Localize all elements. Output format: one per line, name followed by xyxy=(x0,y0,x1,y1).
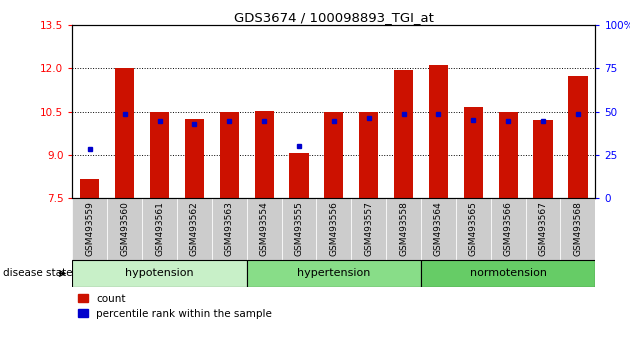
Text: GSM493566: GSM493566 xyxy=(504,201,513,256)
Bar xyxy=(80,179,100,198)
Text: GSM493564: GSM493564 xyxy=(434,201,443,256)
Bar xyxy=(456,198,491,260)
Text: GSM493557: GSM493557 xyxy=(364,201,373,256)
Bar xyxy=(220,112,239,198)
Bar xyxy=(115,68,134,198)
Bar xyxy=(282,198,316,260)
Text: GSM493558: GSM493558 xyxy=(399,201,408,256)
Text: GSM493567: GSM493567 xyxy=(539,201,547,256)
Bar xyxy=(561,198,595,260)
Bar xyxy=(421,198,456,260)
Bar xyxy=(324,112,343,198)
Bar xyxy=(394,70,413,198)
Bar xyxy=(255,111,274,198)
Bar xyxy=(534,120,553,198)
Text: GSM493565: GSM493565 xyxy=(469,201,478,256)
Legend: count, percentile rank within the sample: count, percentile rank within the sample xyxy=(77,294,272,319)
Text: GSM493556: GSM493556 xyxy=(329,201,338,256)
Bar xyxy=(525,198,561,260)
Bar xyxy=(568,76,588,198)
Text: GSM493560: GSM493560 xyxy=(120,201,129,256)
Bar xyxy=(72,198,107,260)
Bar xyxy=(498,112,518,198)
Text: GSM493554: GSM493554 xyxy=(260,201,268,256)
Bar xyxy=(247,198,282,260)
Text: GSM493561: GSM493561 xyxy=(155,201,164,256)
Bar xyxy=(107,198,142,260)
Bar xyxy=(464,107,483,198)
Bar xyxy=(185,119,204,198)
Text: disease state: disease state xyxy=(3,268,72,279)
Text: normotension: normotension xyxy=(470,268,547,279)
Text: GSM493562: GSM493562 xyxy=(190,201,199,256)
Text: GSM493555: GSM493555 xyxy=(295,201,304,256)
Bar xyxy=(289,153,309,198)
Title: GDS3674 / 100098893_TGI_at: GDS3674 / 100098893_TGI_at xyxy=(234,11,434,24)
Bar xyxy=(212,198,247,260)
Bar xyxy=(142,198,177,260)
Text: GSM493568: GSM493568 xyxy=(573,201,582,256)
Text: GSM493559: GSM493559 xyxy=(86,201,94,256)
Bar xyxy=(247,260,421,287)
Bar xyxy=(491,198,525,260)
Bar xyxy=(150,112,169,198)
Bar xyxy=(72,260,247,287)
Bar xyxy=(429,65,448,198)
Text: GSM493563: GSM493563 xyxy=(225,201,234,256)
Bar xyxy=(386,198,421,260)
Text: hypotension: hypotension xyxy=(125,268,194,279)
Bar xyxy=(421,260,595,287)
Text: hypertension: hypertension xyxy=(297,268,370,279)
Bar xyxy=(352,198,386,260)
Bar xyxy=(359,112,379,198)
Bar xyxy=(177,198,212,260)
Bar xyxy=(316,198,352,260)
